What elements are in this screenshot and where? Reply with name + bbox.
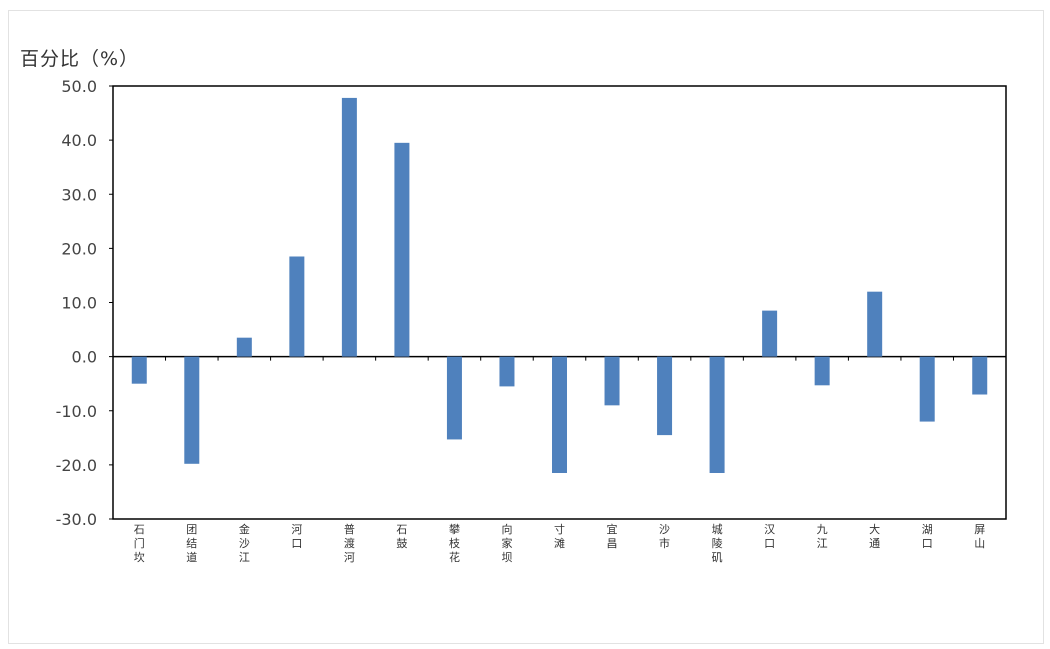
x-tick-label: 汉口	[764, 523, 775, 550]
bar	[131, 356, 147, 384]
y-tick-label: -30.0	[56, 510, 97, 529]
x-tick-label: 九江	[817, 523, 828, 550]
x-tick-label: 城陵矶	[712, 523, 723, 564]
x-tick-label: 金沙江	[239, 522, 250, 564]
bar	[972, 356, 988, 395]
x-tick-label: 普渡河	[344, 522, 355, 564]
x-tick-label: 宜昌	[607, 522, 618, 550]
y-tick-label: -10.0	[56, 402, 97, 421]
x-tick-label: 向家坝	[501, 522, 512, 564]
bar	[446, 356, 462, 440]
y-tick-label: 50.0	[61, 77, 97, 96]
bar	[657, 356, 673, 436]
x-tick-label: 石鼓	[396, 523, 407, 550]
bar	[499, 356, 515, 387]
x-tick-label: 屏山	[974, 523, 985, 550]
bar	[604, 356, 620, 406]
bar	[919, 356, 935, 422]
y-tick-label: 40.0	[61, 131, 97, 150]
y-tick-label: 0.0	[72, 348, 97, 367]
x-tick-label: 河口	[291, 523, 302, 550]
y-tick-label: -20.0	[56, 456, 97, 475]
y-axis-label: 百分比（%）	[20, 48, 140, 70]
bar	[236, 337, 252, 357]
bar	[289, 256, 305, 357]
y-tick-label: 20.0	[61, 239, 97, 258]
bar	[394, 142, 410, 357]
bar	[341, 97, 357, 357]
x-tick-label: 湖口	[922, 523, 933, 550]
bar	[867, 291, 883, 357]
x-tick-label: 大通	[869, 522, 880, 550]
x-tick-label: 石门坎	[134, 523, 145, 564]
bar	[552, 356, 567, 473]
bar	[762, 310, 778, 357]
x-tick-label: 沙市	[659, 523, 670, 550]
x-tick-label: 攀枝花	[449, 523, 460, 564]
y-tick-label: 10.0	[61, 294, 97, 313]
x-tick-label: 寸滩	[554, 522, 565, 550]
bar	[814, 356, 830, 386]
bar	[184, 356, 200, 464]
bar	[709, 356, 725, 473]
x-tick-label: 团结道	[186, 523, 197, 564]
y-tick-label: 30.0	[61, 185, 97, 204]
